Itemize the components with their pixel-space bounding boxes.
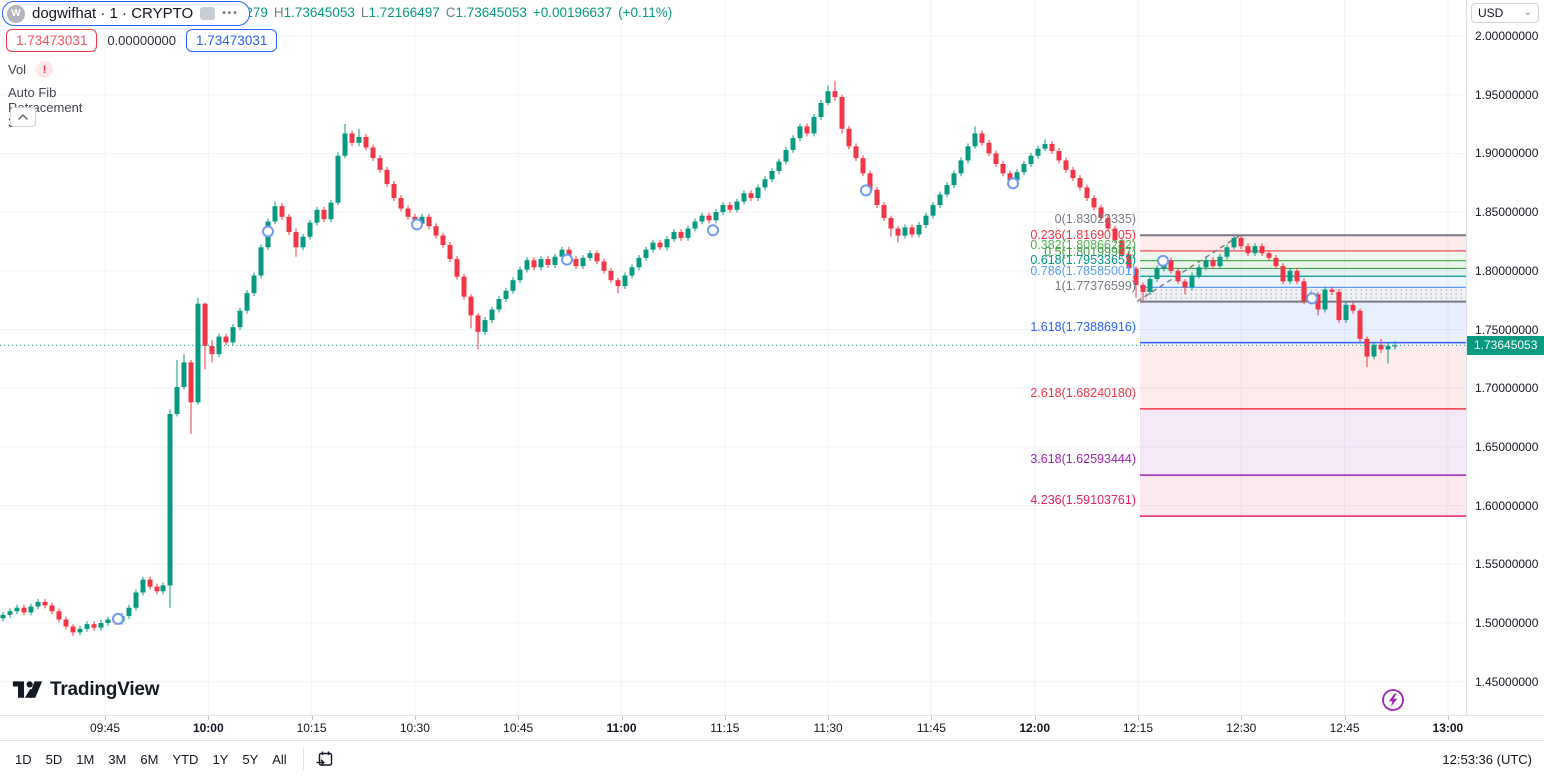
- time-axis-label: 10:45: [503, 721, 534, 735]
- range-buttons: 1D 5D 1M 3M 6M YTD 1Y 5Y All: [8, 748, 294, 771]
- low-value: 1.72166497: [368, 5, 440, 20]
- range-button-ytd[interactable]: YTD: [165, 748, 205, 771]
- time-tick: [724, 716, 726, 720]
- symbol-pill[interactable]: W dogwifhat · 1 · CRYPTO •••: [2, 1, 250, 26]
- range-button-6m[interactable]: 6M: [133, 748, 165, 771]
- symbol-title[interactable]: dogwifhat · 1 · CRYPTO: [32, 5, 194, 22]
- range-button-1y[interactable]: 1Y: [205, 748, 235, 771]
- time-axis[interactable]: 09:45 10:00 10:15 10:30 10:45 11:00 11:15 11:30…: [0, 715, 1544, 740]
- chevron-up-icon: [17, 113, 29, 121]
- spread-value: 0.00000000: [107, 33, 177, 48]
- time-tick: [311, 716, 313, 720]
- time-tick: [1034, 716, 1036, 720]
- toolbar-divider: [302, 748, 304, 770]
- time-axis-label: 12:15: [1122, 721, 1154, 735]
- price-axis-label: 1.55000000: [1475, 557, 1539, 572]
- price-axis[interactable]: USD ⌄ 2.00000000 1.95000000 1.90000000 1.85…: [1466, 0, 1544, 740]
- time-tick: [414, 716, 416, 720]
- volume-label[interactable]: Vol: [8, 62, 27, 77]
- range-button-1m[interactable]: 1M: [69, 748, 101, 771]
- range-button-5y[interactable]: 5Y: [235, 748, 265, 771]
- time-tick: [1138, 716, 1139, 720]
- time-tick: [621, 716, 623, 720]
- close-value: 1.73645053: [455, 5, 527, 20]
- time-tick: [208, 716, 210, 720]
- time-axis-label: 10:15: [296, 721, 327, 735]
- volume-indicator-row: Vol !: [8, 61, 54, 78]
- event-markers-layer: [112, 177, 1318, 625]
- range-button-3m[interactable]: 3M: [101, 748, 133, 771]
- candles-layer: [0, 80, 1398, 636]
- close-label: C: [445, 5, 456, 20]
- sell-price-box[interactable]: 1.73473031: [6, 29, 98, 52]
- clock-utc[interactable]: 12:53:36 (UTC): [1442, 751, 1532, 767]
- price-alert-row: 1.73473031 0.00000000 1.73473031: [6, 29, 278, 52]
- high-label: H: [273, 5, 284, 20]
- time-axis-label: 11:45: [916, 721, 946, 735]
- go-to-date-button[interactable]: [313, 747, 337, 771]
- fib-retracement-layer: [1136, 234, 1466, 517]
- price-axis-label: 1.80000000: [1475, 263, 1539, 278]
- change-percent: (+0.11%): [618, 5, 673, 20]
- price-axis-label: 1.90000000: [1475, 146, 1539, 161]
- calendar-arrow-icon: [316, 751, 332, 766]
- time-tick: [1241, 716, 1243, 720]
- time-axis-label: 11:00: [606, 721, 637, 735]
- time-axis-label: 11:15: [710, 721, 740, 735]
- price-axis-label: 1.95000000: [1475, 87, 1539, 102]
- symbol-logo-icon: W: [7, 4, 25, 23]
- time-tick: [1344, 716, 1346, 720]
- time-tick: [1447, 716, 1449, 720]
- bottom-toolbar: 1D 5D 1M 3M 6M YTD 1Y 5Y All 12:53:36 (UTC): [0, 740, 1544, 777]
- time-axis-label: 12:00: [1019, 721, 1051, 735]
- last-price-badge[interactable]: 1.73645053: [1467, 335, 1544, 355]
- grid-layer: [0, 0, 1466, 715]
- price-axis-label: 1.75000000: [1475, 322, 1539, 337]
- time-axis-label: 13:00: [1432, 721, 1464, 735]
- volume-warning-icon[interactable]: !: [36, 61, 54, 78]
- range-button-5d[interactable]: 5D: [39, 748, 70, 771]
- change-value: +0.00196637: [532, 5, 613, 20]
- time-tick: [931, 716, 933, 720]
- price-axis-label: 1.70000000: [1475, 381, 1539, 396]
- high-value: 1.73645053: [283, 5, 355, 20]
- range-button-all[interactable]: All: [265, 748, 293, 771]
- range-button-1d[interactable]: 1D: [8, 748, 39, 771]
- price-axis-label: 2.00000000: [1475, 29, 1539, 43]
- ohlc-row: O1.73338279H1.73645053L1.72166497C1.7364…: [186, 5, 678, 20]
- time-axis-label: 12:45: [1329, 721, 1360, 735]
- legend-collapse-button[interactable]: [10, 107, 36, 127]
- time-axis-label: 10:30: [399, 721, 430, 735]
- lightning-icon: [1382, 689, 1404, 711]
- provider-icon: [200, 7, 216, 20]
- time-axis-label: 12:30: [1226, 721, 1257, 735]
- chevron-down-icon: ⌄: [1523, 7, 1532, 18]
- time-axis-label: 10:00: [192, 721, 224, 735]
- price-axis-label: 1.65000000: [1475, 439, 1539, 454]
- price-axis-label: 1.45000000: [1475, 674, 1539, 689]
- time-tick: [518, 716, 520, 720]
- tradingview-mark-icon: [12, 681, 43, 698]
- tradingview-logo[interactable]: TradingView: [12, 677, 160, 703]
- tradingview-wordmark: TradingView: [50, 679, 160, 700]
- chart-pane[interactable]: 0(1.83023335) 0.236(1.81690705) 0.382(1.80…: [0, 0, 1466, 715]
- time-axis-label: 09:45: [89, 721, 121, 735]
- buy-price-box[interactable]: 1.73473031: [186, 29, 278, 52]
- price-axis-label: 1.50000000: [1475, 616, 1539, 630]
- boost-button[interactable]: [1380, 687, 1406, 716]
- currency-selector[interactable]: USD ⌄: [1471, 3, 1539, 23]
- price-chart[interactable]: [0, 0, 1466, 715]
- currency-label: USD: [1478, 6, 1504, 20]
- price-axis-label: 1.85000000: [1475, 205, 1539, 220]
- time-tick: [828, 716, 830, 720]
- low-label: L: [360, 5, 369, 20]
- price-axis-label: 1.60000000: [1475, 498, 1539, 513]
- time-axis-label: 11:30: [813, 721, 843, 735]
- time-tick: [105, 716, 106, 720]
- more-options-icon[interactable]: •••: [222, 8, 239, 19]
